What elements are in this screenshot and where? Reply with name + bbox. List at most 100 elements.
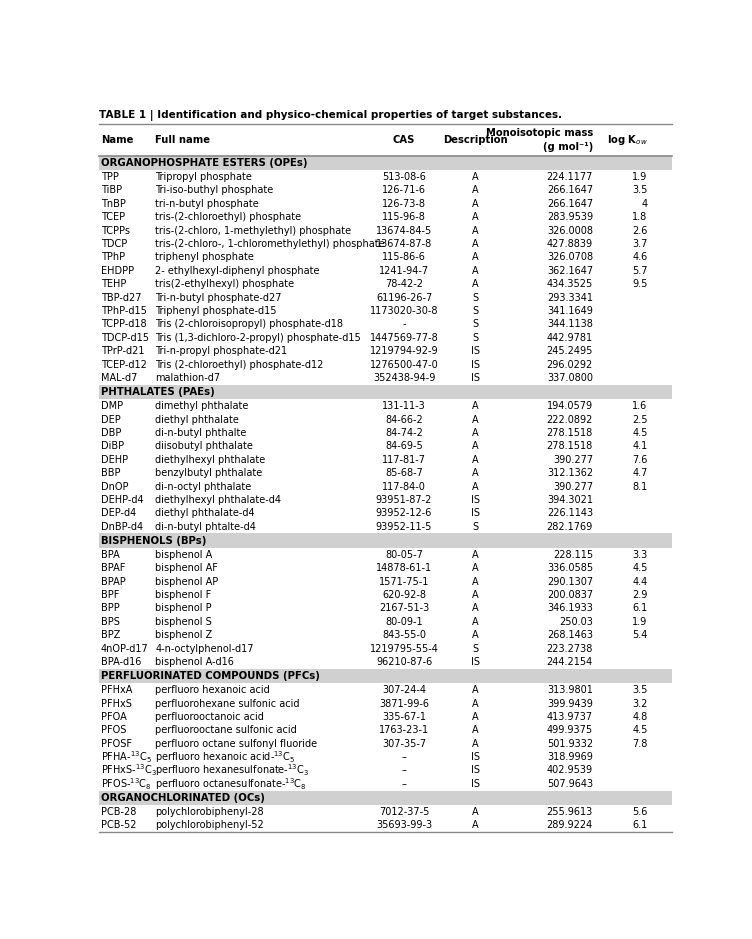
Text: PHTHALATES (PAEs): PHTHALATES (PAEs): [101, 387, 215, 397]
Text: A: A: [472, 699, 479, 709]
Text: 335-67-1: 335-67-1: [382, 712, 426, 722]
Bar: [99, 750, 672, 763]
Text: 4.7: 4.7: [632, 469, 647, 478]
Text: 78-42-2: 78-42-2: [385, 279, 423, 289]
Text: PFHA-$^{13}$C$_5$: PFHA-$^{13}$C$_5$: [101, 749, 152, 765]
Text: PFHxS: PFHxS: [101, 699, 132, 709]
Text: 268.1463: 268.1463: [547, 630, 593, 640]
Text: (g mol⁻¹): (g mol⁻¹): [543, 142, 593, 152]
Text: A: A: [472, 225, 479, 236]
Text: PFHxS-$^{13}$C$_3$: PFHxS-$^{13}$C$_3$: [101, 762, 157, 778]
Text: 2- ethylhexyl-diphenyl phosphate: 2- ethylhexyl-diphenyl phosphate: [156, 266, 320, 276]
Text: 344.1138: 344.1138: [547, 319, 593, 330]
Text: 14878-61-1: 14878-61-1: [376, 563, 432, 573]
Text: 283.9539: 283.9539: [547, 212, 593, 223]
Text: tri-n-butyl phosphate: tri-n-butyl phosphate: [156, 199, 259, 208]
Text: 3.3: 3.3: [632, 550, 647, 560]
Text: PCB-52: PCB-52: [101, 821, 137, 830]
Text: A: A: [472, 685, 479, 695]
Bar: [99, 615, 672, 628]
Text: PFOS: PFOS: [101, 725, 126, 735]
Text: 1276500-47-0: 1276500-47-0: [370, 360, 438, 370]
Text: 2167-51-3: 2167-51-3: [379, 604, 429, 613]
Text: 96210-87-6: 96210-87-6: [376, 657, 432, 667]
Text: 312.1362: 312.1362: [547, 469, 593, 478]
Text: triphenyl phosphate: triphenyl phosphate: [156, 253, 254, 263]
Text: perfluorooctanoic acid: perfluorooctanoic acid: [156, 712, 265, 722]
Text: 250.03: 250.03: [559, 617, 593, 627]
Text: TPhP: TPhP: [101, 253, 125, 263]
Bar: [99, 399, 672, 413]
Text: bisphenol A-d16: bisphenol A-d16: [156, 657, 235, 667]
Text: 1219794-92-9: 1219794-92-9: [370, 346, 438, 356]
Text: perfluoro hexanoic acid: perfluoro hexanoic acid: [156, 685, 270, 695]
Text: A: A: [472, 401, 479, 411]
Text: A: A: [472, 712, 479, 722]
Text: 7012-37-5: 7012-37-5: [379, 807, 429, 817]
Text: A: A: [472, 266, 479, 276]
Text: 200.0837: 200.0837: [547, 590, 593, 600]
Text: 84-66-2: 84-66-2: [385, 414, 423, 424]
Text: polychlorobiphenyl-52: polychlorobiphenyl-52: [156, 821, 264, 830]
Text: –: –: [402, 778, 407, 789]
Text: IS: IS: [472, 657, 481, 667]
Text: polychlorobiphenyl-28: polychlorobiphenyl-28: [156, 807, 264, 817]
Text: Description: Description: [444, 134, 508, 145]
Text: perfluorohexane sulfonic acid: perfluorohexane sulfonic acid: [156, 699, 300, 709]
Text: 93952-12-6: 93952-12-6: [376, 508, 432, 518]
Text: DEP: DEP: [101, 414, 121, 424]
Text: 1.8: 1.8: [632, 212, 647, 223]
Text: 1.9: 1.9: [632, 172, 647, 182]
Text: BPAF: BPAF: [101, 563, 126, 573]
Text: S: S: [473, 522, 479, 531]
Text: bisphenol AF: bisphenol AF: [156, 563, 218, 573]
Text: 1.6: 1.6: [632, 401, 647, 411]
Text: DiBP: DiBP: [101, 441, 124, 452]
Text: 1173020-30-8: 1173020-30-8: [370, 306, 438, 316]
Text: TPP: TPP: [101, 172, 119, 182]
Text: 507.9643: 507.9643: [547, 778, 593, 789]
Text: DMP: DMP: [101, 401, 123, 411]
Text: A: A: [472, 469, 479, 478]
Text: IS: IS: [472, 508, 481, 518]
Text: A: A: [472, 172, 479, 182]
Text: 499.9375: 499.9375: [547, 725, 593, 735]
Text: bisphenol S: bisphenol S: [156, 617, 212, 627]
Text: S: S: [473, 306, 479, 316]
Bar: [99, 819, 672, 832]
Text: TBP-d27: TBP-d27: [101, 293, 141, 302]
Text: 93951-87-2: 93951-87-2: [376, 495, 432, 505]
Text: perfluoro octanesulfonate-$^{13}$C$_8$: perfluoro octanesulfonate-$^{13}$C$_8$: [156, 776, 307, 792]
Text: TDCP-d15: TDCP-d15: [101, 332, 149, 343]
Text: 5.6: 5.6: [632, 807, 647, 817]
Text: BBP: BBP: [101, 469, 120, 478]
Text: PFOA: PFOA: [101, 712, 127, 722]
Bar: [99, 358, 672, 371]
Text: 228.115: 228.115: [553, 550, 593, 560]
Bar: [99, 548, 672, 562]
Bar: [99, 385, 672, 399]
Text: 307-24-4: 307-24-4: [382, 685, 426, 695]
Bar: [99, 238, 672, 251]
Text: 80-09-1: 80-09-1: [385, 617, 423, 627]
Text: Triphenyl phosphate-d15: Triphenyl phosphate-d15: [156, 306, 277, 316]
Text: 3.5: 3.5: [632, 685, 647, 695]
Text: bisphenol F: bisphenol F: [156, 590, 212, 600]
Text: TPrP-d21: TPrP-d21: [101, 346, 144, 356]
Text: Tris (2-chloroisopropyl) phosphate-d18: Tris (2-chloroisopropyl) phosphate-d18: [156, 319, 344, 330]
Text: 362.1647: 362.1647: [547, 266, 593, 276]
Text: TABLE 1 | Identification and physico-chemical properties of target substances.: TABLE 1 | Identification and physico-che…: [99, 111, 562, 121]
Text: 390.277: 390.277: [553, 482, 593, 491]
Text: A: A: [472, 604, 479, 613]
Text: perfluorooctane sulfonic acid: perfluorooctane sulfonic acid: [156, 725, 297, 735]
Text: 278.1518: 278.1518: [547, 441, 593, 452]
Text: 4.8: 4.8: [632, 712, 647, 722]
Text: tris-(2-chloroethyl) phosphate: tris-(2-chloroethyl) phosphate: [156, 212, 302, 223]
Text: 501.9332: 501.9332: [547, 739, 593, 748]
Text: TCEP: TCEP: [101, 212, 125, 223]
Text: 13674-84-5: 13674-84-5: [376, 225, 432, 236]
Text: IS: IS: [472, 346, 481, 356]
Text: 1447569-77-8: 1447569-77-8: [370, 332, 438, 343]
Text: -: -: [402, 319, 406, 330]
Text: PERFLUORINATED COMPOUNDS (PFCs): PERFLUORINATED COMPOUNDS (PFCs): [101, 671, 320, 681]
